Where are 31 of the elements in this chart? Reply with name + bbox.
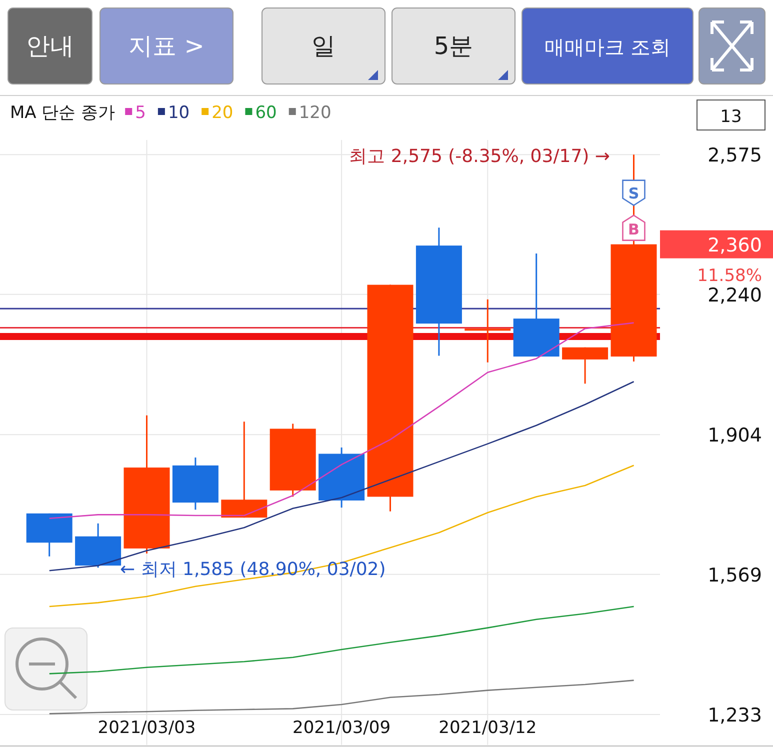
legend-label: 10 — [168, 103, 190, 123]
y-tick-label: 2,575 — [708, 144, 762, 167]
text: 11.58% — [697, 266, 762, 286]
annotation: ← 최저 1,585 (48.90%, 03/02) — [120, 559, 386, 580]
legend-label: 60 — [255, 103, 277, 123]
x-tick-label: 2021/03/09 — [292, 718, 391, 738]
line-series — [48, 606, 634, 674]
annotation: B — [628, 220, 640, 238]
x-tick-label: 2021/03/12 — [438, 718, 537, 738]
legend-label: 20 — [212, 103, 234, 123]
text: 13 — [720, 107, 742, 127]
y-tick-label: 1,233 — [708, 704, 762, 727]
y-tick-label: 2,240 — [708, 284, 762, 306]
legend-label: 120 — [298, 103, 332, 123]
line-series — [48, 464, 634, 608]
y-tick-label: 1,569 — [708, 564, 762, 586]
candlestick — [464, 298, 511, 364]
legend-label: 5 — [135, 103, 146, 123]
y-tick-label: 1,904 — [708, 424, 762, 447]
text: 일 — [312, 32, 336, 60]
line-series — [48, 322, 634, 520]
text: 매매마크 조회 — [544, 35, 671, 59]
text: 5분 — [434, 32, 474, 60]
text: 지표 > — [128, 32, 204, 60]
legend-title: MA 단순 종가 — [10, 103, 116, 123]
line-series — [48, 680, 634, 714]
annotation: S — [628, 184, 640, 202]
annotation: 최고 2,575 (-8.35%, 03/17) → — [349, 146, 610, 167]
x-tick-label: 2021/03/03 — [98, 718, 196, 738]
text: 안내 — [26, 32, 74, 60]
text: 2,360 — [708, 234, 762, 256]
